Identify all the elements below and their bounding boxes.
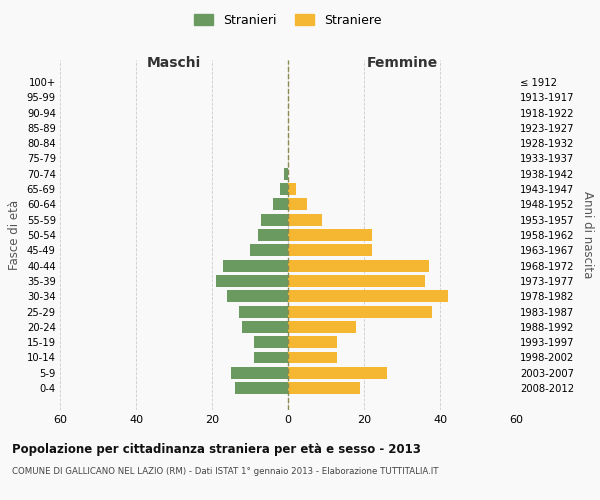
Bar [288, 336, 337, 348]
Bar [242, 321, 288, 333]
Bar [288, 306, 433, 318]
Bar [235, 382, 288, 394]
Bar [288, 229, 371, 241]
Legend: Stranieri, Straniere: Stranieri, Straniere [190, 8, 386, 32]
Bar [254, 336, 288, 348]
Bar [288, 290, 448, 302]
Bar [216, 275, 288, 287]
Bar [288, 321, 356, 333]
Y-axis label: Fasce di età: Fasce di età [8, 200, 21, 270]
Bar [288, 260, 428, 272]
Bar [288, 352, 337, 364]
Bar [231, 367, 288, 379]
Bar [223, 260, 288, 272]
Bar [288, 367, 387, 379]
Bar [288, 382, 360, 394]
Bar [250, 244, 288, 256]
Bar [288, 183, 296, 195]
Bar [257, 229, 288, 241]
Bar [288, 275, 425, 287]
Bar [284, 168, 288, 179]
Bar [262, 214, 288, 226]
Y-axis label: Anni di nascita: Anni di nascita [581, 192, 594, 278]
Text: COMUNE DI GALLICANO NEL LAZIO (RM) - Dati ISTAT 1° gennaio 2013 - Elaborazione T: COMUNE DI GALLICANO NEL LAZIO (RM) - Dat… [12, 468, 439, 476]
Bar [227, 290, 288, 302]
Bar [239, 306, 288, 318]
Bar [254, 352, 288, 364]
Text: Popolazione per cittadinanza straniera per età e sesso - 2013: Popolazione per cittadinanza straniera p… [12, 442, 421, 456]
Bar [280, 183, 288, 195]
Text: Femmine: Femmine [367, 56, 437, 70]
Text: Maschi: Maschi [147, 56, 201, 70]
Bar [288, 214, 322, 226]
Bar [288, 244, 371, 256]
Bar [288, 198, 307, 210]
Bar [273, 198, 288, 210]
